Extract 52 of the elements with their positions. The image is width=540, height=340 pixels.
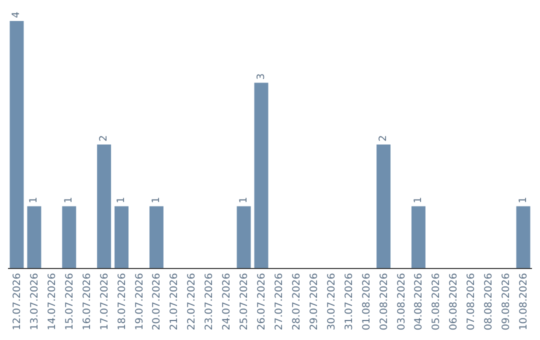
x-tick-label: 23.07.2026 — [204, 273, 216, 330]
data-label: 2 — [378, 135, 390, 142]
data-label: 1 — [150, 196, 162, 204]
x-tick-label: 30.07.2026 — [326, 273, 338, 330]
data-label: 3 — [256, 73, 267, 80]
x-tick-label: 22.07.2026 — [186, 273, 198, 330]
x-tick-label: 03.08.2026 — [396, 273, 408, 330]
x-tick-label: 12.07.2026 — [12, 273, 23, 330]
data-label: 1 — [64, 196, 75, 204]
bar — [254, 82, 268, 268]
data-label: 1 — [518, 196, 529, 204]
x-tick-label: 01.08.2026 — [361, 273, 372, 330]
bar — [149, 206, 164, 268]
bar — [97, 144, 112, 268]
x-tick-label: 17.07.2026 — [99, 273, 110, 330]
bar — [411, 206, 426, 268]
x-tick-label: 27.07.2026 — [274, 273, 285, 330]
bar — [62, 206, 76, 268]
bar — [516, 206, 530, 268]
x-tick-label: 08.08.2026 — [484, 273, 495, 330]
x-tick-label: 19.07.2026 — [134, 273, 146, 330]
bar — [10, 21, 24, 268]
bar — [27, 206, 42, 268]
x-tick-label: 07.08.2026 — [466, 273, 478, 330]
x-tick-label: 24.07.2026 — [222, 273, 233, 330]
x-tick-label: 25.07.2026 — [239, 273, 250, 330]
x-tick-label: 09.08.2026 — [501, 273, 512, 330]
x-tick-label: 04.08.2026 — [414, 273, 425, 330]
x-tick-label: 16.07.2026 — [82, 273, 93, 330]
x-tick-label: 20.07.2026 — [152, 273, 163, 330]
x-tick-label: 28.07.2026 — [291, 273, 302, 330]
x-tick-label: 18.07.2026 — [116, 273, 128, 330]
x-tick-label: 21.07.2026 — [169, 273, 180, 330]
x-tick-label: 06.08.2026 — [448, 273, 460, 330]
data-label: 1 — [116, 196, 128, 204]
x-tick-label: 31.07.2026 — [344, 273, 355, 330]
x-tick-label: 14.07.2026 — [46, 273, 58, 330]
x-tick-label: 10.08.2026 — [518, 273, 530, 330]
x-tick-label: 15.07.2026 — [64, 273, 76, 330]
bar — [376, 144, 391, 268]
bar — [114, 206, 129, 268]
data-label: 4 — [11, 12, 22, 18]
data-label: 1 — [28, 196, 40, 204]
data-label: 1 — [412, 196, 424, 204]
x-tick-label: 13.07.2026 — [29, 273, 40, 330]
x-tick-label: 29.07.2026 — [308, 273, 320, 330]
x-tick-label: 05.08.2026 — [431, 273, 442, 330]
bar — [236, 206, 251, 268]
data-label: 2 — [98, 135, 110, 142]
x-tick-label: 26.07.2026 — [256, 273, 268, 330]
data-label: 1 — [238, 196, 250, 204]
x-tick-label: 02.08.2026 — [378, 273, 390, 330]
